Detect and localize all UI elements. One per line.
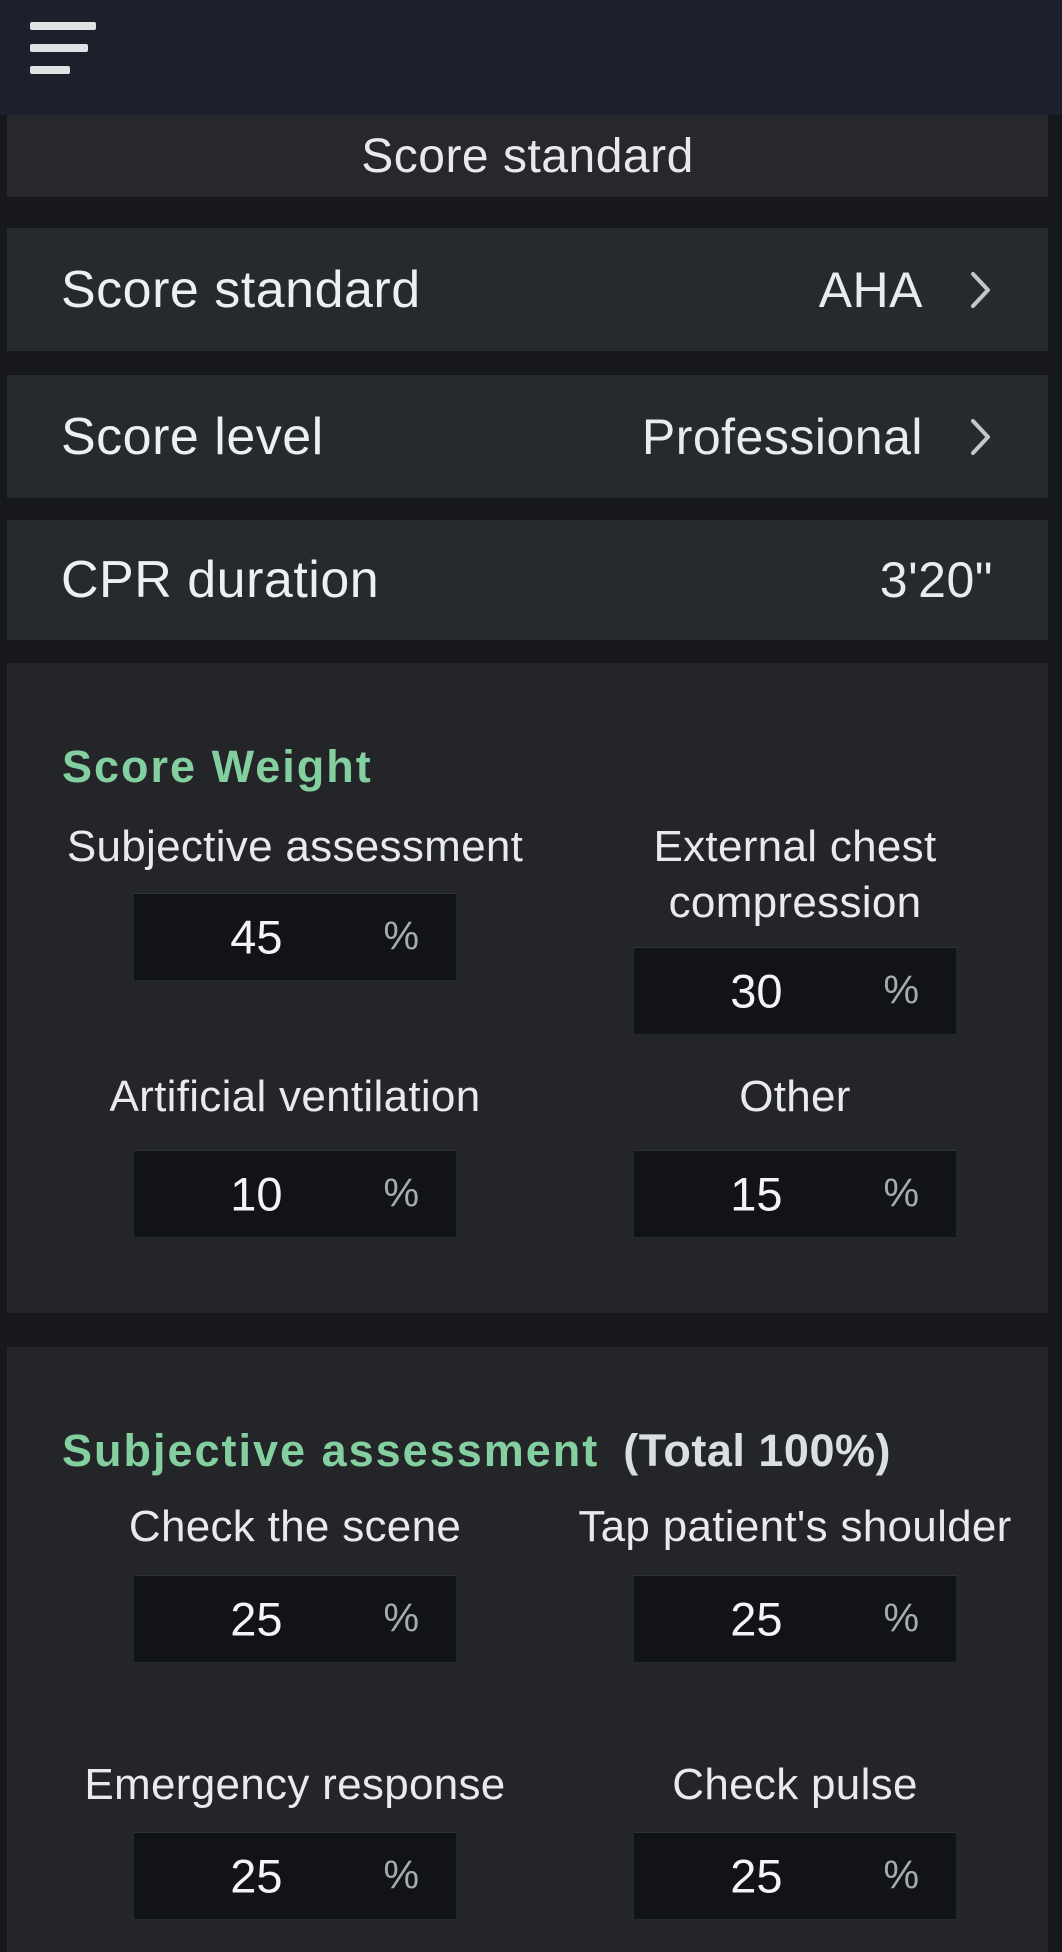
setting-row-score-standard[interactable]: Score standard AHA: [7, 228, 1048, 351]
sub-label-check-pulse: Check pulse: [672, 1760, 918, 1809]
subjective-assessment-weight-input[interactable]: 45 %: [133, 893, 457, 981]
score-weight-title: Score Weight: [62, 741, 373, 793]
subjective-assessment-section: Subjective assessment (Total 100%) Check …: [7, 1347, 1048, 1952]
setting-row-score-level[interactable]: Score level Professional: [7, 375, 1048, 498]
divider: [0, 640, 1062, 663]
section-total-note: (Total 100%): [623, 1425, 891, 1477]
sub-label-tap-patients-shoulder: Tap patient's shoulder: [578, 1502, 1012, 1551]
menu-button[interactable]: [30, 22, 96, 74]
input-value: 25: [230, 1592, 283, 1646]
input-value: 30: [730, 964, 783, 1018]
subjective-assessment-title: Subjective assessment (Total 100%): [62, 1426, 891, 1476]
input-value: 25: [230, 1849, 283, 1903]
page-title: Score standard: [361, 129, 694, 183]
chevron-right-icon: [971, 271, 990, 308]
input-value: 15: [730, 1167, 783, 1221]
setting-label: CPR duration: [61, 551, 380, 609]
sub-label-check-the-scene: Check the scene: [128, 1502, 462, 1551]
divider: [0, 351, 1062, 375]
input-value: 25: [730, 1592, 783, 1646]
percent-unit: %: [883, 968, 920, 1013]
divider: [0, 1313, 1062, 1347]
emergency-response-input[interactable]: 25 %: [133, 1832, 457, 1920]
other-weight-input[interactable]: 15 %: [633, 1150, 957, 1238]
weight-label-subjective-assessment: Subjective assessment: [66, 822, 524, 871]
percent-unit: %: [383, 1596, 420, 1641]
setting-label: Score standard: [61, 260, 421, 319]
percent-unit: %: [383, 914, 420, 959]
setting-value: AHA: [818, 261, 923, 318]
setting-value: 3'20": [879, 552, 993, 608]
setting-row-cpr-duration[interactable]: CPR duration 3'20": [7, 520, 1048, 640]
divider: [0, 498, 1062, 520]
input-value: 10: [230, 1167, 283, 1221]
setting-value: Professional: [641, 408, 923, 465]
percent-unit: %: [383, 1171, 420, 1216]
percent-unit: %: [883, 1171, 920, 1216]
page-title-bar: Score standard: [7, 115, 1048, 197]
percent-unit: %: [883, 1596, 920, 1641]
score-weight-section: Score Weight Subjective assessment 45 % …: [7, 663, 1048, 1313]
artificial-ventilation-weight-input[interactable]: 10 %: [133, 1150, 457, 1238]
hamburger-icon: [30, 22, 96, 30]
hamburger-icon: [30, 44, 88, 52]
tap-patients-shoulder-input[interactable]: 25 %: [633, 1575, 957, 1663]
percent-unit: %: [383, 1853, 420, 1898]
hamburger-icon: [30, 66, 70, 74]
weight-label-external-chest-compression: External chest compression: [653, 822, 937, 927]
external-chest-compression-weight-input[interactable]: 30 %: [633, 947, 957, 1035]
section-title-text: Subjective assessment: [62, 1425, 600, 1477]
chevron-right-icon: [971, 418, 990, 455]
check-pulse-input[interactable]: 25 %: [633, 1832, 957, 1920]
sub-label-emergency-response: Emergency response: [84, 1760, 506, 1809]
weight-label-artificial-ventilation: Artificial ventilation: [109, 1072, 481, 1121]
check-the-scene-input[interactable]: 25 %: [133, 1575, 457, 1663]
percent-unit: %: [883, 1853, 920, 1898]
divider: [0, 197, 1062, 228]
input-value: 25: [730, 1849, 783, 1903]
weight-label-other: Other: [739, 1072, 851, 1121]
input-value: 45: [230, 910, 283, 964]
setting-label: Score level: [61, 407, 324, 466]
app-topbar: [0, 0, 1062, 115]
